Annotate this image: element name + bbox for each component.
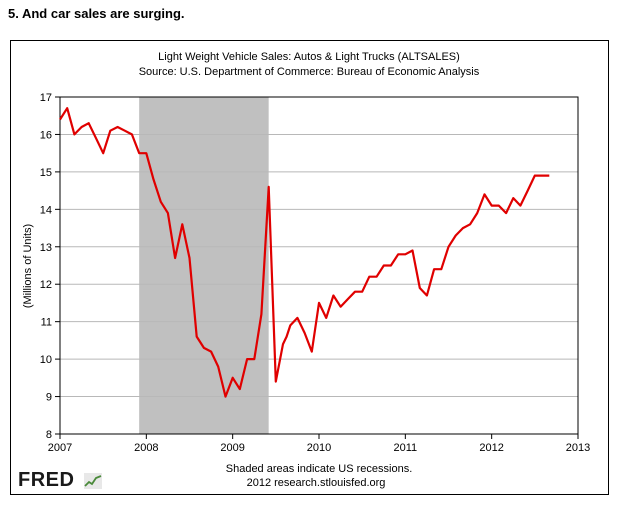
chart-frame: Light Weight Vehicle Sales: Autos & Ligh… xyxy=(10,40,609,495)
plot-border xyxy=(59,96,579,435)
x-tick-label-5: 2012 xyxy=(479,442,503,454)
y-tick-label-1: 9 xyxy=(46,392,52,404)
page-heading: 5. And car sales are surging. xyxy=(8,6,185,21)
chart-title: Light Weight Vehicle Sales: Autos & Ligh… xyxy=(158,51,460,63)
line-chart: Light Weight Vehicle Sales: Autos & Ligh… xyxy=(22,51,590,489)
y-tick-label-4: 12 xyxy=(40,279,52,291)
fred-logo: FRED xyxy=(18,469,75,491)
x-tick-label-4: 2011 xyxy=(394,442,418,454)
x-tick-label-0: 2007 xyxy=(48,442,72,454)
y-tick-label-3: 11 xyxy=(41,317,52,329)
chart-subtitle: Source: U.S. Department of Commerce: Bur… xyxy=(139,66,480,78)
series-lines xyxy=(59,107,550,398)
fred-chart-icon xyxy=(84,473,102,489)
x-tick-label-6: 2013 xyxy=(566,442,590,454)
y-tick-label-2: 10 xyxy=(40,354,52,366)
x-tick-label-2: 2009 xyxy=(220,442,244,454)
y-tick-label-9: 17 xyxy=(40,92,52,104)
y-axis-label: (Millions of Units) xyxy=(22,224,34,308)
series-line-0 xyxy=(59,107,550,398)
y-tick-label-6: 14 xyxy=(40,204,52,216)
footer-note: Shaded areas indicate US recessions. xyxy=(226,463,413,475)
recession-band-0 xyxy=(139,97,269,434)
recession-bands xyxy=(139,97,269,434)
x-tick-label-1: 2008 xyxy=(134,442,158,454)
y-tick-label-7: 15 xyxy=(40,167,52,179)
footer-credit: 2012 research.stlouisfed.org xyxy=(247,477,386,489)
axes: 8 9 10 11 12 13 14 15 16 17 2007 2008 2009 2010 2011 20… xyxy=(40,92,590,454)
y-tick-label-5: 13 xyxy=(40,242,52,254)
y-tick-label-8: 16 xyxy=(40,129,52,141)
x-tick-label-3: 2010 xyxy=(307,442,331,454)
y-tick-label-0: 8 xyxy=(46,429,52,441)
